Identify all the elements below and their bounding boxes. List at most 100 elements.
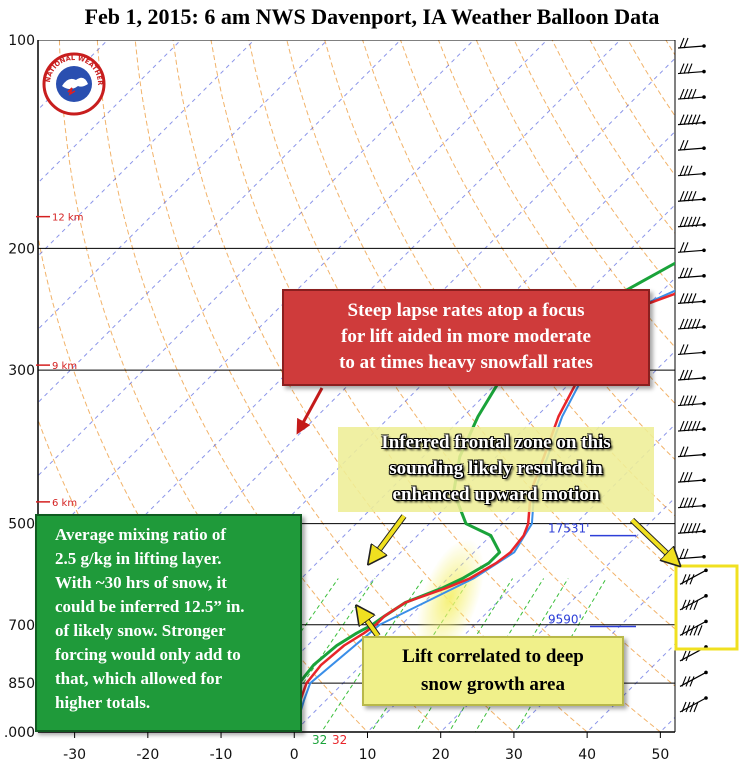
barb-flag	[679, 37, 685, 49]
barb-flag	[683, 242, 689, 253]
x-tick-label: 20	[432, 747, 450, 763]
mixing-ratio-line	[269, 578, 376, 732]
wind-barb	[677, 88, 706, 100]
isotherm	[659, 716, 675, 732]
barb-station	[702, 69, 706, 74]
barb-staff	[677, 96, 705, 100]
barb-flag	[691, 420, 697, 432]
barb-flag	[687, 497, 693, 508]
barb-flag	[691, 114, 697, 125]
mixing-ratio-line	[230, 578, 339, 732]
barb-flag	[691, 216, 697, 227]
lift-layer-highlight	[416, 538, 485, 657]
barb-flag	[691, 191, 697, 202]
barb-station	[702, 95, 706, 99]
barb-flag	[691, 523, 697, 534]
wind-barb	[677, 471, 706, 483]
isotherm	[38, 40, 182, 184]
barb-flag	[681, 599, 687, 611]
barb-flag	[679, 88, 685, 100]
wind-barb	[679, 670, 708, 687]
barb-flag	[683, 369, 689, 381]
barb-flag	[693, 701, 699, 713]
barb-flag	[679, 191, 685, 202]
pressure-label: 850	[8, 676, 35, 692]
barb-flag	[695, 318, 701, 330]
dry-adiabat	[475, 40, 675, 348]
level-marker-label: 9590'	[548, 612, 582, 626]
isotherm	[38, 40, 475, 477]
barb-flag	[683, 471, 689, 483]
barb-station	[702, 503, 706, 508]
barb-flag	[683, 497, 689, 508]
height-label: 6 km	[52, 498, 77, 509]
isotherm	[439, 496, 675, 732]
wind-barb	[677, 37, 706, 49]
barb-flag	[685, 676, 691, 687]
barb-flag	[683, 191, 689, 202]
barb-flag	[689, 625, 695, 636]
x-tick-label: 30	[505, 747, 523, 763]
callout-frontal-zone: Inferred frontal zone on this sounding li…	[338, 427, 654, 512]
isotherm	[293, 350, 675, 732]
barb-flag	[689, 676, 695, 687]
barb-flag	[681, 676, 687, 687]
barb-staff	[677, 224, 705, 228]
barb-flag	[685, 574, 691, 585]
barb-flag	[683, 88, 689, 100]
green-line: could be inferred 12.5” in.	[55, 597, 245, 616]
barb-staff	[677, 479, 705, 483]
barb-flag	[683, 139, 689, 151]
isotherm	[220, 277, 675, 732]
callout-arrows	[296, 387, 678, 638]
barb-flag	[683, 165, 689, 176]
barb-flag	[683, 318, 689, 330]
barb-station	[704, 670, 708, 675]
barb-flag	[679, 420, 685, 432]
barb-flag	[683, 267, 689, 279]
barb-flag	[687, 114, 693, 125]
barb-staff	[677, 300, 705, 304]
yellow-bottom-line: snow growth area	[421, 674, 565, 695]
barb-flag	[679, 242, 685, 253]
wind-barb	[677, 523, 706, 534]
barb-flag	[683, 523, 689, 534]
isotherm	[38, 40, 329, 331]
barb-flag	[687, 395, 693, 406]
wind-barb	[677, 191, 706, 202]
barb-flag	[691, 497, 697, 508]
temperature-trace	[289, 292, 675, 732]
yellow-top-line: Inferred frontal zone on this	[381, 432, 611, 453]
wind-barb	[677, 395, 706, 407]
yellow-top-line: enhanced upward motion	[392, 484, 600, 505]
barb-flag	[679, 114, 685, 125]
barb-station	[702, 299, 706, 304]
barb-staff	[677, 275, 705, 279]
x-tick-label: -20	[136, 747, 159, 763]
barb-flag	[679, 165, 685, 176]
yellow-top-line: sounding likely resulted in	[389, 458, 603, 479]
barb-flag	[697, 625, 703, 636]
wind-barb	[679, 594, 708, 611]
barb-flag	[679, 497, 685, 508]
barb-station	[702, 146, 706, 150]
barb-flag	[679, 548, 685, 559]
mixing-ratio-line	[320, 578, 424, 732]
pressure-label: 100	[8, 33, 35, 49]
barb-staff	[677, 377, 705, 381]
barb-flag	[679, 395, 685, 406]
barb-staff	[677, 122, 705, 126]
barb-flag	[687, 88, 693, 100]
axis-labels: 100 200 300 500 700 850 .000 -30 -20 -10 0 10 20 30 40…	[4, 33, 669, 763]
green-line: Average mixing ratio of	[55, 525, 227, 544]
wind-barb	[677, 242, 706, 253]
red-line: for lift aided in more moderate	[341, 326, 591, 347]
green-line: of likely snow. Stronger	[55, 621, 226, 640]
wind-barb	[677, 216, 706, 228]
green-line: forcing would only add to	[55, 645, 241, 664]
barb-flag	[691, 293, 697, 304]
barb-flag	[685, 625, 691, 636]
barb-flag	[685, 701, 691, 713]
barb-flag	[679, 471, 685, 483]
barb-flag	[679, 139, 685, 151]
